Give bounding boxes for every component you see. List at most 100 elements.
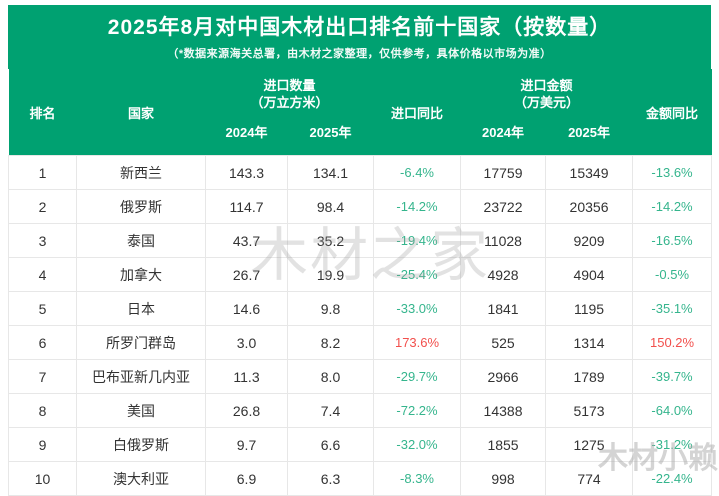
- amt-2025-cell: 1195: [545, 291, 634, 326]
- amt-yoy-cell: 150.2%: [632, 325, 713, 360]
- header-amt-year-2024: 2024年: [460, 119, 546, 156]
- rank-cell: 9: [8, 427, 77, 462]
- qty-2024-cell: 26.8: [205, 393, 288, 428]
- qty-2024-cell: 3.0: [205, 325, 288, 360]
- country-cell: 美国: [76, 393, 206, 428]
- rank-cell: 1: [8, 155, 77, 190]
- amt-yoy-cell: -0.5%: [632, 257, 713, 292]
- amt-2024-cell: 2966: [460, 359, 547, 394]
- qty-2025-cell: 8.2: [286, 325, 375, 360]
- country-cell: 加拿大: [76, 257, 206, 292]
- header-import-amount-line2: （万美元）: [514, 95, 580, 110]
- amt-2024-cell: 11028: [460, 223, 547, 258]
- qty-2024-cell: 114.7: [205, 189, 288, 224]
- country-cell: 新西兰: [76, 155, 206, 190]
- qty-2025-cell: 19.9: [286, 257, 375, 292]
- country-cell: 白俄罗斯: [76, 427, 206, 462]
- qty-2025-cell: 9.8: [286, 291, 375, 326]
- qty-2024-cell: 11.3: [205, 359, 288, 394]
- table-header: 排名 国家 进口数量 （万立方米） 进口同比 进口金额 （万美元） 金额同比 2…: [8, 69, 712, 156]
- infographic-sheet: 2025年8月对中国木材出口排名前十国家（按数量） （*数据来源海关总署，由木材…: [8, 5, 713, 496]
- table-body: 1 新西兰 143.3 134.1 -6.4% 17759 15349 -13.…: [8, 155, 713, 496]
- header-qty-year-2025: 2025年: [287, 119, 374, 156]
- table-row: 2 俄罗斯 114.7 98.4 -14.2% 23722 20356 -14.…: [8, 189, 713, 224]
- amt-2025-cell: 5173: [545, 393, 634, 428]
- header-import-quantity-line1: 进口数量: [263, 78, 316, 93]
- rank-cell: 2: [8, 189, 77, 224]
- amt-yoy-cell: -64.0%: [632, 393, 713, 428]
- amt-2024-cell: 17759: [460, 155, 547, 190]
- rank-cell: 8: [8, 393, 77, 428]
- amt-yoy-cell: -39.7%: [632, 359, 713, 394]
- qty-2024-cell: 14.6: [205, 291, 288, 326]
- header-import-quantity: 进口数量 （万立方米）: [205, 69, 374, 119]
- qty-yoy-cell: 173.6%: [373, 325, 462, 360]
- rank-cell: 4: [8, 257, 77, 292]
- amt-yoy-cell: -13.6%: [632, 155, 713, 190]
- header-import-amount: 进口金额 （万美元）: [460, 69, 633, 119]
- qty-yoy-cell: -32.0%: [373, 427, 462, 462]
- amt-2024-cell: 14388: [460, 393, 547, 428]
- table-row: 9 白俄罗斯 9.7 6.6 -32.0% 1855 1275 -31.2%: [8, 427, 713, 462]
- table-row: 8 美国 26.8 7.4 -72.2% 14388 5173 -64.0%: [8, 393, 713, 428]
- qty-2025-cell: 8.0: [286, 359, 375, 394]
- table-row: 6 所罗门群岛 3.0 8.2 173.6% 525 1314 150.2%: [8, 325, 713, 360]
- table-row: 4 加拿大 26.7 19.9 -25.4% 4928 4904 -0.5%: [8, 257, 713, 292]
- amt-2025-cell: 9209: [545, 223, 634, 258]
- header-amount-yoy: 金额同比: [632, 69, 712, 156]
- header-rank: 排名: [8, 69, 77, 156]
- amt-yoy-cell: -31.2%: [632, 427, 713, 462]
- qty-2025-cell: 7.4: [286, 393, 375, 428]
- table-row: 5 日本 14.6 9.8 -33.0% 1841 1195 -35.1%: [8, 291, 713, 326]
- qty-yoy-cell: -29.7%: [373, 359, 462, 394]
- amt-2024-cell: 4928: [460, 257, 547, 292]
- amt-2025-cell: 1314: [545, 325, 634, 360]
- qty-2025-cell: 6.6: [286, 427, 375, 462]
- page-subtitle: （*数据来源海关总署，由木材之家整理，仅供参考，具体价格以市场为准）: [167, 48, 552, 60]
- amt-yoy-cell: -16.5%: [632, 223, 713, 258]
- rank-cell: 6: [8, 325, 77, 360]
- qty-2025-cell: 134.1: [286, 155, 375, 190]
- qty-yoy-cell: -6.4%: [373, 155, 462, 190]
- country-cell: 泰国: [76, 223, 206, 258]
- qty-yoy-cell: -25.4%: [373, 257, 462, 292]
- header-qty-year-2024: 2024年: [205, 119, 288, 156]
- amt-2025-cell: 15349: [545, 155, 634, 190]
- qty-2025-cell: 35.2: [286, 223, 375, 258]
- table-row: 1 新西兰 143.3 134.1 -6.4% 17759 15349 -13.…: [8, 155, 713, 190]
- header-import-quantity-line2: （万立方米）: [250, 95, 329, 110]
- rank-cell: 3: [8, 223, 77, 258]
- country-cell: 所罗门群岛: [76, 325, 206, 360]
- rank-cell: 7: [8, 359, 77, 394]
- qty-2024-cell: 9.7: [205, 427, 288, 462]
- page-title: 2025年8月对中国木材出口排名前十国家（按数量）: [107, 16, 612, 39]
- amt-2025-cell: 1789: [545, 359, 634, 394]
- ranking-table: 排名 国家 进口数量 （万立方米） 进口同比 进口金额 （万美元） 金额同比 2…: [8, 69, 713, 496]
- country-cell: 日本: [76, 291, 206, 326]
- header-amt-year-2025: 2025年: [545, 119, 633, 156]
- qty-2024-cell: 143.3: [205, 155, 288, 190]
- country-cell: 俄罗斯: [76, 189, 206, 224]
- country-cell: 巴布亚新几内亚: [76, 359, 206, 394]
- qty-yoy-cell: -33.0%: [373, 291, 462, 326]
- amt-yoy-cell: -14.2%: [632, 189, 713, 224]
- qty-2024-cell: 26.7: [205, 257, 288, 292]
- rank-cell: 5: [8, 291, 77, 326]
- table-row: 7 巴布亚新几内亚 11.3 8.0 -29.7% 2966 1789 -39.…: [8, 359, 713, 394]
- amt-2024-cell: 525: [460, 325, 547, 360]
- qty-yoy-cell: -19.4%: [373, 223, 462, 258]
- amt-2025-cell: 20356: [545, 189, 634, 224]
- qty-2024-cell: 43.7: [205, 223, 288, 258]
- masthead: 2025年8月对中国木材出口排名前十国家（按数量） （*数据来源海关总署，由木材…: [8, 5, 711, 69]
- header-country: 国家: [76, 69, 206, 156]
- amt-2024-cell: 1841: [460, 291, 547, 326]
- header-import-yoy: 进口同比: [373, 69, 461, 156]
- amt-2025-cell: 1275: [545, 427, 634, 462]
- amt-yoy-cell: -35.1%: [632, 291, 713, 326]
- amt-2024-cell: 1855: [460, 427, 547, 462]
- amt-2024-cell: 23722: [460, 189, 547, 224]
- amt-2025-cell: 4904: [545, 257, 634, 292]
- table-row: 3 泰国 43.7 35.2 -19.4% 11028 9209 -16.5%: [8, 223, 713, 258]
- qty-yoy-cell: -72.2%: [373, 393, 462, 428]
- qty-2025-cell: 98.4: [286, 189, 375, 224]
